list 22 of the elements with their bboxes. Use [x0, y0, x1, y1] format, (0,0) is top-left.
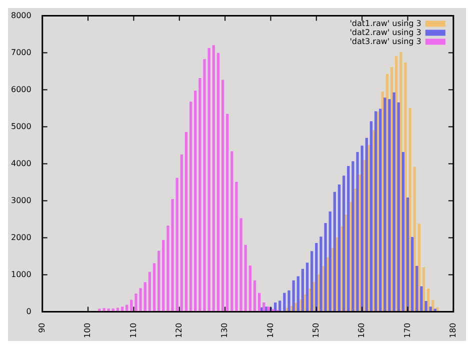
y-tick-label: 8000 — [11, 10, 32, 20]
x-tick-label: 170 — [402, 322, 412, 338]
y-tick-label: 1000 — [11, 270, 32, 279]
y-tick-label: 5000 — [11, 122, 32, 131]
x-tick-label: 180 — [448, 322, 458, 338]
x-tick-label: 130 — [220, 322, 230, 338]
y-tick-label: 0 — [26, 306, 32, 316]
y-tick-label: 4000 — [11, 158, 32, 168]
x-tick-label: 100 — [83, 322, 92, 338]
legend-label: 'dat1.raw' using 3 — [350, 18, 422, 28]
y-tick-label: 7000 — [11, 48, 32, 57]
y-tick-label: 6000 — [11, 84, 32, 94]
x-tick-label: 150 — [311, 322, 320, 338]
y-tick-label: 3000 — [11, 196, 32, 205]
x-tick-label: 140 — [266, 322, 275, 338]
legend-label: 'dat2.raw' using 3 — [350, 28, 422, 37]
x-tick-label: 160 — [357, 322, 366, 338]
y-tick-label: 2000 — [11, 232, 32, 242]
x-tick-label: 90 — [37, 322, 46, 333]
x-tick-label: 120 — [174, 322, 184, 338]
x-tick-label: 110 — [128, 322, 138, 338]
legend-label: 'dat3.raw' using 3 — [350, 36, 422, 46]
